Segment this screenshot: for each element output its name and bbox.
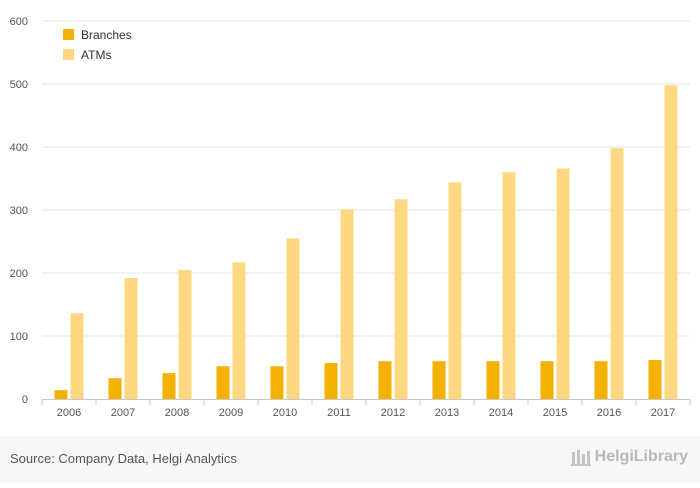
bar-branches-2012 xyxy=(378,361,392,399)
bar-branches-2013 xyxy=(432,361,446,399)
y-tick-label: 200 xyxy=(10,268,28,280)
source-note: Source: Company Data, Helgi Analytics xyxy=(10,451,237,466)
y-tick-label: 400 xyxy=(10,142,28,154)
legend-label-branches: Branches xyxy=(81,28,132,42)
bar-atms-2010 xyxy=(286,238,300,399)
bar-atms-2015 xyxy=(556,168,570,399)
legend-swatch-atms xyxy=(63,49,74,60)
axes: 0 100 200 300 400 500 600 2006 2007 2008 2009 2010 2… xyxy=(10,16,691,419)
x-tick-label: 2008 xyxy=(165,407,189,419)
x-tick-label: 2010 xyxy=(273,407,297,419)
bar-branches-2017 xyxy=(648,359,662,399)
brand-name: HelgiLibrary xyxy=(594,448,688,465)
legend-label-atms: ATMs xyxy=(81,48,111,62)
x-tick-label: 2015 xyxy=(543,407,567,419)
bar-branches-2006 xyxy=(54,390,68,399)
x-tick-label: 2012 xyxy=(381,407,405,419)
bar-atms-2016 xyxy=(610,148,624,399)
bar-atms-2007 xyxy=(124,278,138,399)
legend: Branches ATMs xyxy=(63,28,132,62)
bar-branches-2010 xyxy=(270,366,284,399)
x-tick-label: 2016 xyxy=(597,407,621,419)
bar-atms-2013 xyxy=(448,182,462,399)
bar-branches-2011 xyxy=(324,363,338,399)
bar-atms-2011 xyxy=(340,209,354,399)
y-tick-label: 600 xyxy=(10,16,28,28)
y-tick-label: 0 xyxy=(22,394,28,406)
bar-atms-2012 xyxy=(394,199,408,399)
y-tick-label: 500 xyxy=(10,79,28,91)
x-tick-label: 2007 xyxy=(111,407,135,419)
bar-atms-2008 xyxy=(178,269,192,399)
bar-atms-2006 xyxy=(70,313,84,399)
bar-branches-2014 xyxy=(486,361,500,399)
x-tick-label: 2009 xyxy=(219,407,243,419)
x-tick-label: 2013 xyxy=(435,407,459,419)
y-tick-label: 100 xyxy=(10,331,28,343)
bar-branches-2007 xyxy=(108,378,122,399)
library-icon xyxy=(570,450,591,466)
legend-swatch-branches xyxy=(63,29,74,40)
x-tick-label: 2014 xyxy=(489,407,513,419)
bar-branches-2015 xyxy=(540,361,554,399)
x-tick-label: 2006 xyxy=(57,407,81,419)
bars xyxy=(54,85,678,399)
x-tick-label: 2011 xyxy=(327,407,351,419)
bar-atms-2014 xyxy=(502,172,516,399)
gridlines xyxy=(42,20,690,337)
x-tick-label: 2017 xyxy=(651,407,675,419)
bar-branches-2009 xyxy=(216,366,230,399)
brand-logo[interactable]: HelgiLibrary xyxy=(570,448,688,466)
bar-atms-2009 xyxy=(232,262,246,399)
y-tick-label: 300 xyxy=(10,205,28,217)
bar-atms-2017 xyxy=(664,85,678,399)
bar-branches-2008 xyxy=(162,373,176,399)
bar-branches-2016 xyxy=(594,361,608,399)
